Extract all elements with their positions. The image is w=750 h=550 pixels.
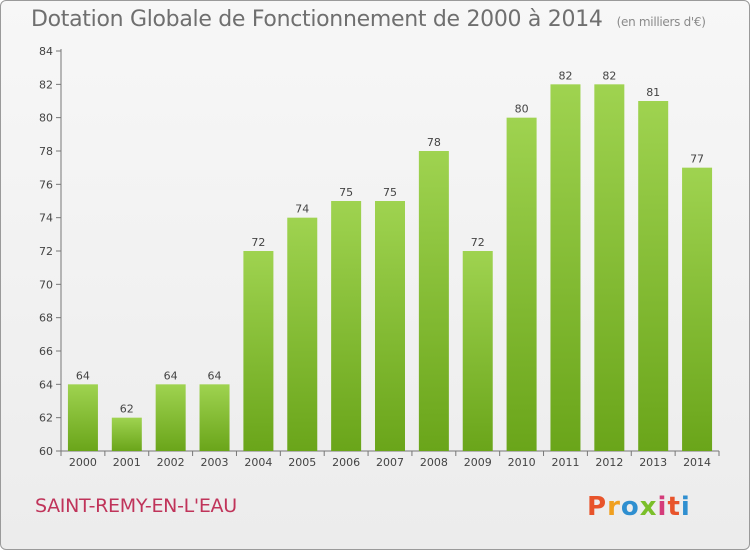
y-tick-label: 70 (39, 278, 53, 291)
y-tick-label: 84 (39, 45, 53, 58)
bar (638, 101, 669, 451)
data-label: 72 (471, 236, 485, 249)
data-label: 80 (515, 103, 529, 116)
data-label: 75 (383, 186, 397, 199)
bar (506, 117, 537, 452)
y-tick-label: 76 (39, 178, 53, 191)
y-tick-label: 78 (39, 145, 53, 158)
x-tick-label: 2001 (113, 456, 141, 469)
y-tick-label: 62 (39, 412, 53, 425)
bar (111, 417, 142, 451)
data-label: 74 (295, 203, 309, 216)
y-tick-label: 64 (39, 378, 53, 391)
bar (155, 384, 186, 451)
data-label: 64 (164, 369, 178, 382)
logo-letter: r (607, 492, 621, 522)
x-tick-label: 2010 (508, 456, 536, 469)
y-tick-label: 68 (39, 312, 53, 325)
data-label: 64 (208, 369, 222, 382)
bar (199, 384, 230, 451)
chart-title: Dotation Globale de Fonctionnement de 20… (31, 7, 706, 32)
logo-letter: t (667, 492, 681, 522)
logo-letter: x (639, 492, 658, 522)
bar (287, 217, 318, 451)
bar (331, 201, 362, 451)
data-label: 81 (646, 86, 660, 99)
data-label: 77 (690, 153, 704, 166)
data-label: 82 (558, 69, 572, 82)
x-tick-label: 2009 (464, 456, 492, 469)
y-tick-label: 82 (39, 78, 53, 91)
x-tick-label: 2002 (157, 456, 185, 469)
chart-title-text: Dotation Globale de Fonctionnement de 20… (31, 7, 603, 32)
x-tick-label: 2012 (595, 456, 623, 469)
x-tick-label: 2013 (639, 456, 667, 469)
y-tick-label: 74 (39, 212, 53, 225)
data-label: 72 (251, 236, 265, 249)
x-tick-label: 2005 (288, 456, 316, 469)
bar (243, 251, 274, 451)
bar (462, 251, 493, 451)
chart-unit: (en milliers d'€) (616, 15, 706, 29)
data-label: 78 (427, 136, 441, 149)
bar (67, 384, 98, 451)
commune-name: SAINT-REMY-EN-L'EAU (35, 495, 237, 517)
logo-letter: P (587, 492, 608, 522)
bar (682, 167, 713, 451)
y-tick-label: 72 (39, 245, 53, 258)
data-label: 82 (602, 69, 616, 82)
y-tick-label: 80 (39, 112, 53, 125)
data-label: 75 (339, 186, 353, 199)
x-tick-label: 2011 (551, 456, 579, 469)
x-tick-label: 2007 (376, 456, 404, 469)
bar (375, 201, 405, 451)
x-tick-label: 2003 (201, 456, 229, 469)
data-label: 64 (76, 369, 90, 382)
x-tick-label: 2008 (420, 456, 448, 469)
y-tick-label: 60 (39, 445, 53, 458)
proxiti-logo: Proxiti (587, 492, 691, 522)
logo-letter: i (657, 492, 668, 522)
y-tick-label: 66 (39, 345, 53, 358)
x-tick-label: 2014 (683, 456, 711, 469)
x-tick-label: 2004 (244, 456, 272, 469)
bar (550, 84, 581, 451)
x-tick-label: 2000 (69, 456, 97, 469)
logo-letter: o (620, 492, 640, 522)
x-tick-label: 2006 (332, 456, 360, 469)
bar (594, 84, 625, 451)
bar (418, 151, 449, 451)
logo-letter: i (680, 492, 691, 522)
data-label: 62 (120, 403, 134, 416)
